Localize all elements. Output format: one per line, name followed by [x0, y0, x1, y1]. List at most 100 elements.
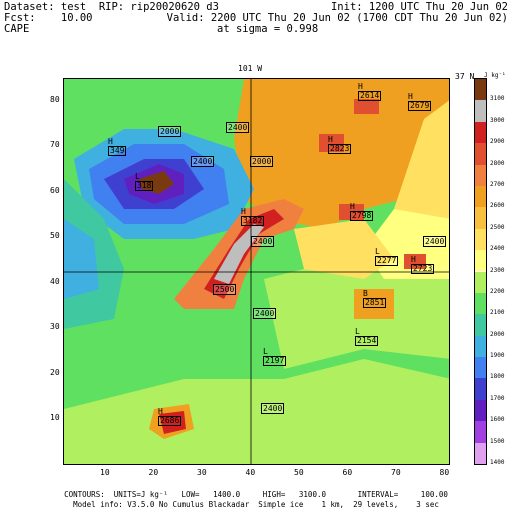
legend-swatch — [475, 79, 486, 101]
marker-value: 349 — [108, 146, 127, 156]
y-tick-label: 10 — [50, 413, 60, 422]
init-label: Init: 1200 UTC Thu 20 Jun 02 — [330, 1, 508, 13]
forecast-label: Fcst: 10.00 — [4, 12, 93, 24]
contours-info: CONTOURS: UNITS=J kg⁻¹ LOW= 1400.0 HIGH=… — [64, 490, 448, 499]
pressure-marker: L 2277 — [375, 247, 399, 266]
pressure-marker: H 349 — [108, 137, 127, 156]
y-tick-label: 20 — [50, 367, 60, 377]
legend-label: 1700 — [490, 394, 505, 402]
x-tick-label: 10 — [100, 468, 110, 477]
marker-type: H — [411, 255, 416, 264]
model-info: Model info: V3.5.0 No Cumulus Blackadar … — [73, 500, 439, 509]
x-tick-label: 20 — [148, 468, 159, 477]
cape-map — [63, 78, 450, 465]
legend-swatch — [475, 228, 486, 251]
marker-value: 318 — [135, 181, 154, 191]
contour-label: 2400 — [261, 403, 285, 414]
x-tick-label: 50 — [294, 468, 304, 477]
marker-type: H — [241, 207, 246, 216]
y-tick-label: 40 — [50, 276, 60, 286]
color-legend — [474, 78, 487, 465]
y-tick-label: 60 — [50, 185, 60, 195]
cape-field — [64, 79, 449, 464]
marker-value: 2686 — [158, 416, 182, 426]
sigma-label: at sigma = 0.998 — [217, 23, 319, 35]
contour-label: 2400 — [251, 236, 275, 247]
legend-swatch — [475, 250, 486, 272]
marker-type: L — [375, 247, 380, 256]
legend-swatch — [475, 292, 486, 315]
legend-label: 1400 — [490, 459, 505, 466]
legend-label: 2700 — [490, 180, 505, 188]
marker-type: H — [350, 202, 355, 211]
latitude-label: 37 N — [455, 72, 475, 81]
legend-label: 1900 — [490, 352, 505, 360]
pressure-marker: L 2154 — [355, 327, 379, 346]
legend-label: 2500 — [490, 223, 505, 231]
pressure-marker: L 2197 — [263, 348, 287, 366]
marker-value: 2197 — [263, 356, 287, 366]
contour-label: 2400 — [191, 156, 215, 167]
x-tick-label: 30 — [197, 468, 207, 477]
pressure-marker: H 2614 — [358, 82, 382, 101]
legend-swatch — [475, 399, 486, 422]
legend-label: 2900 — [490, 138, 505, 146]
marker-value: 2851 — [363, 298, 387, 308]
legend-swatch — [475, 421, 486, 443]
legend-swatch — [475, 335, 486, 358]
legend-swatch — [475, 314, 486, 336]
legend-label: 1500 — [490, 437, 505, 445]
pressure-marker: H 3182 — [241, 207, 265, 226]
field-region-green-light — [64, 359, 449, 464]
marker-type: H — [328, 135, 333, 144]
field-label: CAPE — [4, 23, 30, 35]
legend-label: 2000 — [490, 330, 505, 338]
x-tick-label: 70 — [391, 468, 401, 477]
contour-label: 2000 — [158, 126, 182, 137]
contour-label: 2000 — [250, 156, 274, 167]
marker-value: 2154 — [355, 336, 379, 346]
legend-label: 3100 — [490, 95, 505, 103]
pressure-marker: B 2851 — [363, 289, 387, 308]
marker-type: H — [158, 407, 163, 416]
marker-value: 2277 — [375, 256, 399, 266]
marker-type: H — [408, 92, 413, 101]
contour-label: 2400 — [423, 236, 447, 247]
legend-swatch — [475, 121, 486, 144]
marker-type: B — [363, 289, 368, 298]
legend-label: 2100 — [490, 309, 505, 317]
marker-value: 2614 — [358, 91, 382, 101]
pressure-marker: H 2723 — [411, 255, 435, 274]
field-region-orange — [234, 79, 449, 229]
legend-swatch — [475, 442, 486, 464]
legend-swatch — [475, 100, 486, 122]
marker-type: L — [355, 327, 360, 336]
pressure-marker: H 2798 — [350, 202, 374, 221]
pressure-marker: L 318 — [135, 172, 154, 191]
legend-label: 2200 — [490, 287, 505, 295]
legend-swatch — [475, 143, 486, 165]
legend-label: 2300 — [490, 266, 505, 274]
legend-label: 2600 — [490, 202, 505, 210]
y-tick-label: 30 — [50, 322, 60, 331]
longitude-label: 101 W — [238, 64, 263, 73]
legend-label: 2400 — [490, 245, 505, 253]
legend-swatch — [475, 357, 486, 379]
legend-swatch — [475, 271, 486, 293]
valid-label: Valid: 2200 UTC Thu 20 Jun 02 (1700 CDT … — [166, 12, 508, 24]
contour-label: 2400 — [253, 308, 277, 319]
marker-type: H — [108, 137, 113, 146]
pressure-marker: H 2679 — [408, 92, 432, 111]
pressure-marker: H 2823 — [328, 135, 352, 154]
pressure-marker: H 2686 — [158, 407, 182, 426]
x-tick-label: 80 — [439, 468, 450, 477]
x-tick-label: 40 — [245, 468, 256, 477]
legend-swatch — [475, 207, 486, 229]
y-tick-label: 80 — [50, 94, 60, 104]
marker-value: 2723 — [411, 264, 435, 274]
marker-type: H — [358, 82, 363, 91]
y-tick-label: 70 — [50, 140, 60, 149]
marker-type: L — [135, 172, 140, 181]
dataset-label: Dataset: test RIP: rip20020620 d3 — [4, 1, 219, 13]
units-label: J kg⁻¹ — [484, 72, 506, 79]
